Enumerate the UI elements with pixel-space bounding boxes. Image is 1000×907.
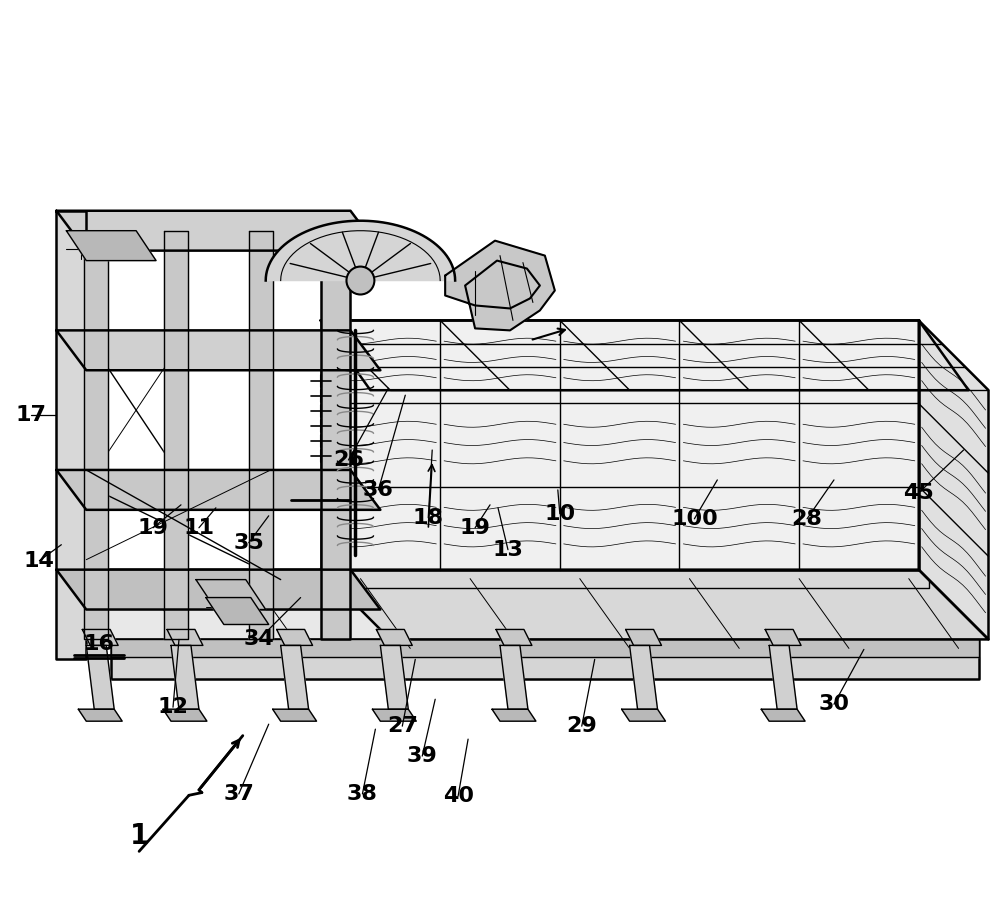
Text: 13: 13 (493, 540, 523, 560)
Polygon shape (321, 230, 350, 639)
Polygon shape (281, 646, 309, 709)
Polygon shape (163, 709, 207, 721)
Polygon shape (196, 580, 266, 610)
Polygon shape (630, 646, 658, 709)
Text: 1: 1 (129, 823, 149, 851)
Text: 35: 35 (233, 532, 264, 552)
Polygon shape (769, 646, 797, 709)
Polygon shape (171, 646, 199, 709)
Polygon shape (445, 240, 555, 330)
Polygon shape (765, 629, 801, 646)
Polygon shape (919, 320, 988, 639)
Polygon shape (321, 570, 988, 639)
Polygon shape (277, 629, 313, 646)
Text: 30: 30 (818, 694, 849, 714)
Text: 34: 34 (243, 629, 274, 649)
Polygon shape (86, 646, 114, 709)
Text: 19: 19 (138, 518, 169, 538)
Polygon shape (111, 639, 979, 658)
Polygon shape (321, 320, 919, 570)
Text: 12: 12 (158, 697, 188, 717)
Polygon shape (492, 709, 536, 721)
Text: 39: 39 (407, 746, 438, 766)
Polygon shape (249, 230, 273, 639)
Text: 26: 26 (333, 450, 364, 470)
Polygon shape (56, 570, 380, 610)
Polygon shape (66, 230, 156, 260)
Polygon shape (266, 220, 455, 280)
Polygon shape (761, 709, 805, 721)
Polygon shape (56, 210, 380, 250)
Polygon shape (164, 230, 188, 639)
Text: 40: 40 (443, 786, 474, 806)
Text: 37: 37 (223, 784, 254, 804)
Text: 11: 11 (183, 518, 214, 538)
Text: 16: 16 (84, 634, 115, 655)
Text: 100: 100 (671, 509, 718, 529)
Polygon shape (56, 330, 380, 370)
Text: 18: 18 (413, 508, 444, 528)
Text: 28: 28 (792, 509, 822, 529)
Polygon shape (78, 709, 122, 721)
Text: 27: 27 (387, 717, 418, 736)
Text: 10: 10 (544, 503, 575, 524)
Polygon shape (626, 629, 662, 646)
Text: 17: 17 (16, 405, 47, 425)
Polygon shape (273, 709, 317, 721)
Polygon shape (206, 598, 269, 625)
Polygon shape (84, 230, 108, 639)
Polygon shape (496, 629, 532, 646)
Polygon shape (500, 646, 528, 709)
Circle shape (346, 267, 374, 295)
Polygon shape (167, 629, 203, 646)
Polygon shape (111, 639, 979, 679)
Text: 45: 45 (903, 483, 934, 502)
Polygon shape (82, 629, 118, 646)
Text: 14: 14 (24, 551, 55, 571)
Polygon shape (56, 470, 380, 510)
Polygon shape (372, 709, 416, 721)
Text: 29: 29 (566, 717, 597, 736)
Text: 38: 38 (347, 784, 378, 804)
Polygon shape (380, 646, 408, 709)
Polygon shape (56, 210, 86, 659)
Polygon shape (376, 629, 412, 646)
Polygon shape (622, 709, 665, 721)
Polygon shape (321, 320, 969, 390)
Polygon shape (61, 570, 979, 639)
Text: 36: 36 (363, 480, 394, 500)
Polygon shape (61, 570, 929, 588)
Text: 19: 19 (460, 518, 491, 538)
